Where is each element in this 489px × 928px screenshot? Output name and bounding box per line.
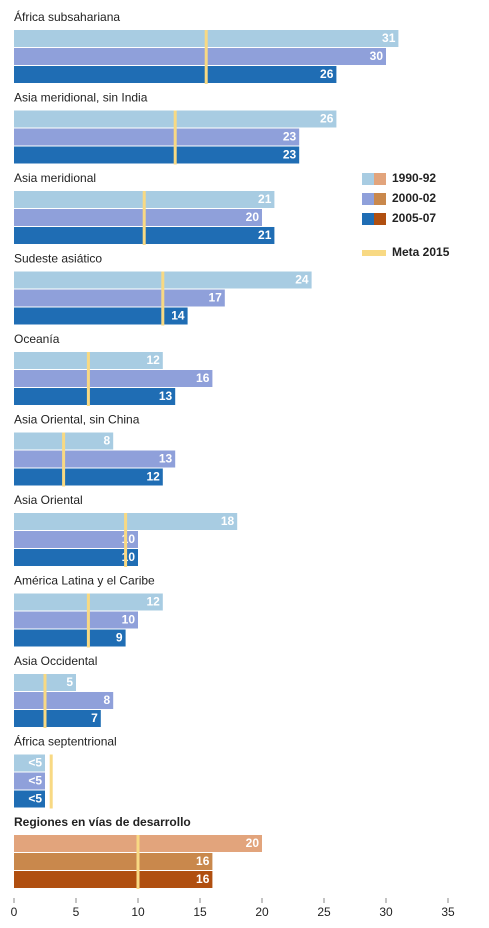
bar — [14, 66, 337, 83]
bar — [14, 450, 176, 468]
value-label: 8 — [104, 434, 111, 448]
value-label: 9 — [116, 631, 123, 645]
value-label: 12 — [146, 470, 160, 484]
bar — [14, 710, 101, 727]
x-tick-label: 0 — [11, 905, 18, 919]
target-line — [49, 754, 53, 809]
target-line — [204, 30, 208, 84]
bar — [14, 790, 45, 808]
legend-swatch — [362, 213, 374, 225]
bar — [14, 629, 126, 647]
category-label: Asia Oriental, sin China — [14, 413, 140, 427]
category-label: Asia meridional, sin India — [14, 91, 148, 105]
bar — [14, 307, 188, 325]
target-line — [86, 352, 90, 406]
bar — [14, 289, 225, 307]
target-line — [136, 835, 140, 889]
category-label: África septentrional — [14, 734, 117, 749]
bar — [14, 468, 163, 486]
value-label: 30 — [370, 49, 384, 63]
target-line — [43, 674, 47, 728]
x-tick-label: 10 — [131, 905, 145, 919]
category-label: América Latina y el Caribe — [14, 574, 155, 588]
x-tick-label: 30 — [379, 905, 393, 919]
x-tick-label: 5 — [73, 905, 80, 919]
value-label: 20 — [246, 836, 260, 850]
bar — [14, 388, 176, 405]
value-label: 13 — [159, 389, 173, 403]
bar — [14, 531, 138, 548]
bar — [14, 853, 213, 870]
value-label: 10 — [122, 613, 136, 627]
legend-label: 2000-02 — [392, 191, 436, 205]
value-label: 24 — [295, 273, 309, 287]
value-label: 10 — [122, 550, 136, 564]
category-label: Asia Occidental — [14, 654, 97, 668]
legend-label: 2005-07 — [392, 211, 436, 225]
value-label: 18 — [221, 514, 235, 528]
target-line — [161, 271, 165, 326]
value-label: <5 — [28, 774, 42, 788]
bar — [14, 772, 45, 790]
value-label: 10 — [122, 532, 136, 546]
category-label: Oceanía — [14, 332, 60, 346]
value-label: 16 — [196, 854, 210, 868]
bar — [14, 128, 300, 146]
target-line — [173, 110, 177, 165]
target-line — [86, 593, 90, 648]
legend-swatch — [362, 193, 374, 205]
legend-swatch — [362, 173, 374, 185]
value-label: 26 — [320, 67, 334, 81]
value-label: 14 — [171, 309, 185, 323]
target-line — [62, 432, 66, 487]
bar — [14, 871, 213, 888]
target-line — [124, 513, 128, 567]
value-label: 20 — [246, 210, 260, 224]
bar — [14, 370, 213, 387]
x-tick-label: 15 — [193, 905, 207, 919]
legend-swatch — [374, 213, 386, 225]
value-label: 7 — [91, 711, 98, 725]
value-label: <5 — [28, 792, 42, 806]
bar — [14, 48, 386, 65]
category-label: Regiones en vías de desarrollo — [14, 815, 191, 829]
value-label: 16 — [196, 872, 210, 886]
legend-swatch — [374, 173, 386, 185]
category-label: Sudeste asiático — [14, 252, 102, 266]
value-label: 12 — [146, 595, 160, 609]
legend-swatch — [374, 193, 386, 205]
category-label: Asia Oriental — [14, 493, 83, 507]
bar — [14, 611, 138, 629]
value-label: 26 — [320, 112, 334, 126]
value-label: 16 — [196, 371, 210, 385]
bar — [14, 692, 114, 709]
value-label: 12 — [146, 353, 160, 367]
legend-label: 1990-92 — [392, 171, 436, 185]
value-label: 21 — [258, 228, 272, 242]
legend-swatch — [362, 250, 386, 256]
category-label: Asia meridional — [14, 171, 96, 185]
value-label: 23 — [283, 148, 297, 162]
legend-label: Meta 2015 — [392, 245, 450, 259]
value-label: 13 — [159, 452, 173, 466]
value-label: <5 — [28, 756, 42, 770]
category-label: África subsahariana — [14, 9, 120, 24]
bar — [14, 146, 300, 164]
bar — [14, 549, 138, 566]
value-label: 17 — [208, 291, 222, 305]
value-label: 31 — [382, 31, 396, 45]
value-label: 21 — [258, 192, 272, 206]
value-label: 8 — [104, 693, 111, 707]
value-label: 5 — [66, 675, 73, 689]
x-tick-label: 25 — [317, 905, 331, 919]
bar — [14, 209, 262, 226]
bar — [14, 754, 45, 772]
x-tick-label: 35 — [441, 905, 455, 919]
value-label: 23 — [283, 130, 297, 144]
x-tick-label: 20 — [255, 905, 269, 919]
target-line — [142, 191, 146, 245]
